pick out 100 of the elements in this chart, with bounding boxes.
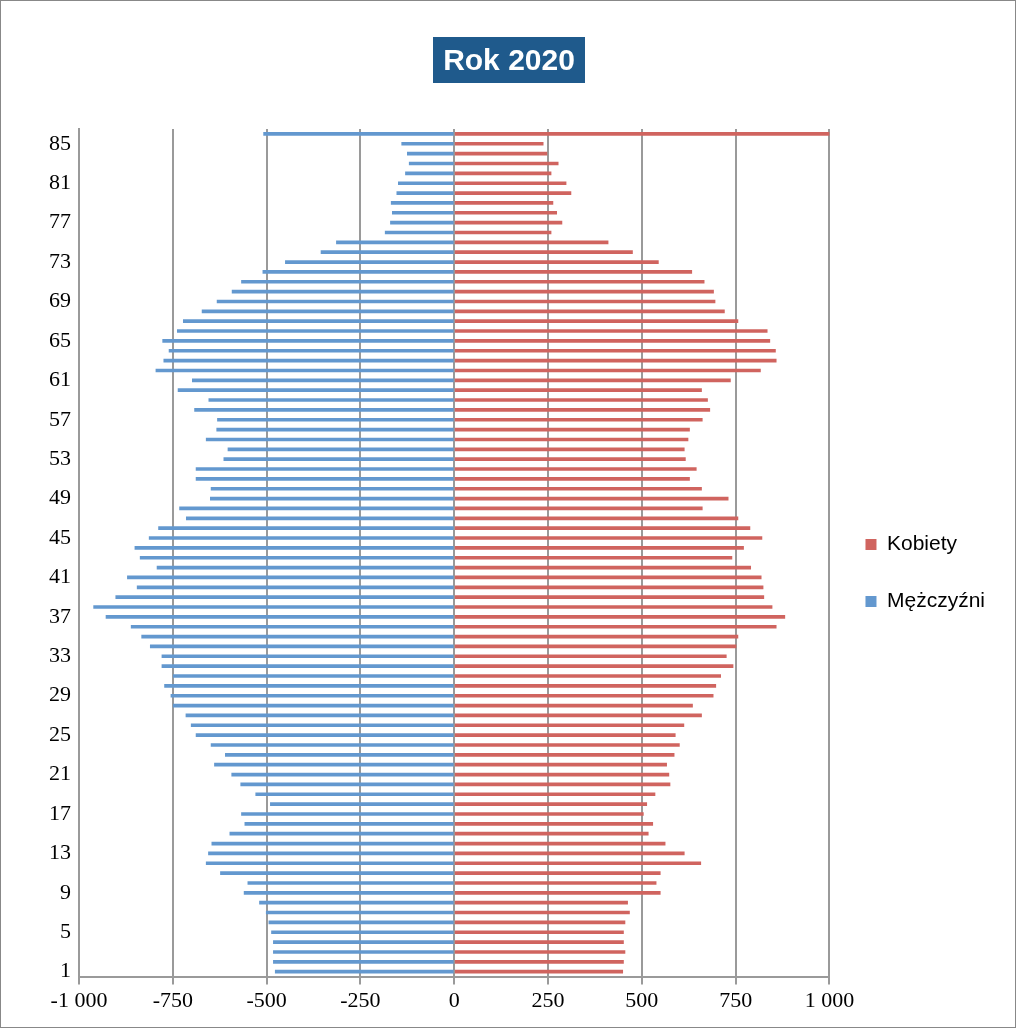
bar xyxy=(398,181,454,186)
bar xyxy=(161,654,454,659)
bar xyxy=(210,486,454,491)
bar xyxy=(241,279,454,284)
x-tick-label: 500 xyxy=(625,986,659,1012)
y-tick-label: 81 xyxy=(49,168,71,194)
x-tick-label: 1 000 xyxy=(804,986,855,1012)
bar xyxy=(172,674,454,678)
bar xyxy=(241,812,454,816)
bar xyxy=(247,881,454,885)
bar xyxy=(454,408,711,412)
y-tick-label: 61 xyxy=(49,366,71,392)
bar xyxy=(454,969,624,974)
y-tick-label: 33 xyxy=(49,642,71,668)
bar xyxy=(454,132,830,136)
y-tick-label: 41 xyxy=(49,563,71,589)
bar xyxy=(194,408,454,412)
y-tick-label: 57 xyxy=(49,405,71,431)
bar xyxy=(130,624,454,629)
y-tick-label: 29 xyxy=(49,681,71,707)
y-tick-label: 9 xyxy=(60,878,71,904)
bar xyxy=(454,605,773,609)
bar xyxy=(454,762,667,767)
bar xyxy=(273,959,454,964)
bar xyxy=(214,762,454,767)
y-tick-label: 73 xyxy=(49,247,71,273)
bar xyxy=(263,132,454,136)
y-tick-label: 53 xyxy=(49,444,71,470)
y-tick-label: 77 xyxy=(49,208,71,234)
bar xyxy=(454,398,708,402)
bar xyxy=(217,417,454,422)
chart-title: Rok 2020 xyxy=(433,37,585,83)
bar xyxy=(134,546,454,550)
bar xyxy=(454,624,777,629)
bar xyxy=(227,447,454,452)
bar xyxy=(285,260,454,264)
bar xyxy=(225,753,454,757)
bar xyxy=(148,536,454,540)
bar xyxy=(164,684,454,688)
bar xyxy=(392,210,454,215)
bar xyxy=(271,930,454,935)
bar xyxy=(454,950,626,954)
y-tick-label: 17 xyxy=(49,799,71,825)
bar xyxy=(115,595,454,599)
y-tick-label: 1 xyxy=(60,957,71,983)
y-tick-label: 25 xyxy=(49,720,71,746)
y-tick-label: 5 xyxy=(60,918,71,944)
bar xyxy=(454,684,717,688)
bar xyxy=(195,467,454,471)
bar xyxy=(454,339,771,343)
bar xyxy=(454,516,739,521)
y-tick-label: 21 xyxy=(49,760,71,786)
bar xyxy=(454,250,633,255)
bar xyxy=(454,536,763,540)
bar xyxy=(208,398,454,402)
bar xyxy=(259,900,454,905)
bar xyxy=(454,940,624,944)
bar xyxy=(454,753,675,757)
bar xyxy=(158,526,454,530)
bar xyxy=(454,417,703,422)
x-tick-label: -750 xyxy=(152,986,193,1012)
bar xyxy=(210,743,454,747)
bar xyxy=(454,891,661,895)
bar xyxy=(454,615,786,619)
bar xyxy=(176,329,454,333)
bar xyxy=(454,141,544,146)
bar xyxy=(182,319,454,324)
bar xyxy=(320,250,454,255)
bar xyxy=(170,693,454,698)
bar xyxy=(454,467,697,471)
bar xyxy=(454,526,751,530)
x-tick-label: 0 xyxy=(448,986,460,1012)
y-tick-label: 69 xyxy=(49,287,71,313)
bar xyxy=(454,743,680,747)
bar xyxy=(161,664,454,668)
bar xyxy=(177,388,454,393)
bar xyxy=(454,930,624,935)
bar xyxy=(205,861,454,866)
bar xyxy=(454,546,744,550)
bar xyxy=(454,210,558,215)
legend-label: Kobiety xyxy=(886,531,958,555)
bar xyxy=(454,270,693,274)
bar xyxy=(454,477,690,481)
bar xyxy=(454,595,765,599)
bar xyxy=(454,871,661,875)
bar xyxy=(454,802,648,806)
bar xyxy=(136,585,454,590)
x-tick-label: 250 xyxy=(531,986,565,1012)
y-tick-label: 13 xyxy=(49,839,71,865)
bar xyxy=(454,457,686,461)
bar xyxy=(454,674,721,678)
bar xyxy=(454,664,734,668)
bar xyxy=(244,822,454,826)
x-tick-label: -500 xyxy=(246,986,287,1012)
bar xyxy=(401,141,454,146)
x-tick-label: 750 xyxy=(719,986,753,1012)
bar xyxy=(454,181,567,186)
y-tick-label: 37 xyxy=(49,602,71,628)
bar xyxy=(454,822,654,826)
bar xyxy=(454,654,727,659)
